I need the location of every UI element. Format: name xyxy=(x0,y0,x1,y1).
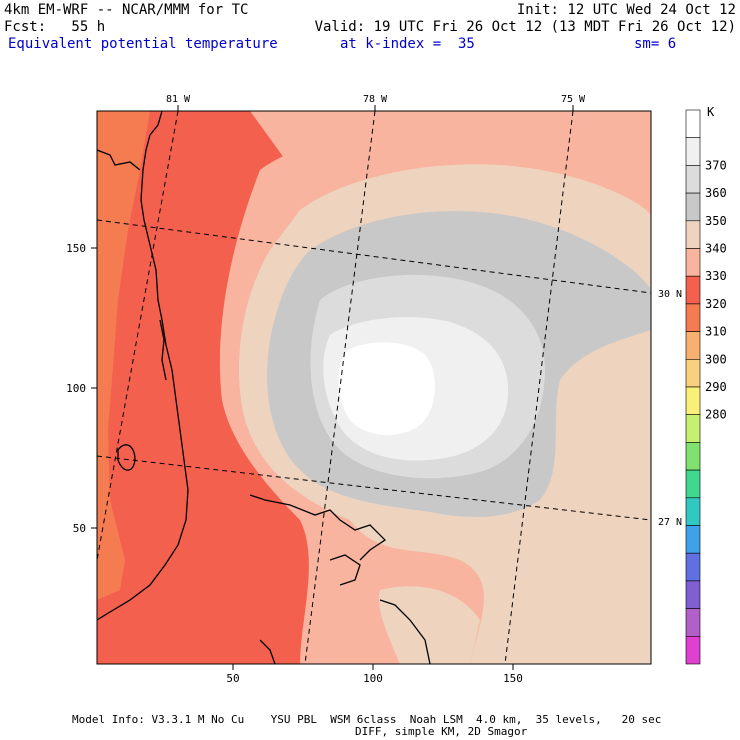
colorbar-swatch xyxy=(685,109,701,139)
colorbar-swatch xyxy=(685,331,701,360)
colorbar-swatch xyxy=(685,165,701,194)
colorbar-label: 360 xyxy=(705,186,727,200)
colorbar: 370 360 350 340 330 320 310 300 290 280 xyxy=(685,109,727,665)
colorbar-swatch xyxy=(685,358,701,388)
lon-label: 81 W xyxy=(166,94,191,105)
parallel-27n xyxy=(97,455,651,521)
colorbar-label: 330 xyxy=(705,269,727,283)
theta-e-field xyxy=(97,111,651,664)
eleuthera xyxy=(379,599,431,664)
model-info: Model Info: V3.3.1 M No Cu YSU PBL WSM 6… xyxy=(72,713,662,726)
berry-islands xyxy=(329,554,361,586)
colorbar-swatch xyxy=(685,248,701,277)
colorbar-swatch xyxy=(685,525,701,554)
smoothing-label: sm= 6 xyxy=(634,36,677,52)
colorbar-label: 300 xyxy=(705,352,727,366)
colorbar-unit: K xyxy=(707,105,715,119)
y-tick-label: 100 xyxy=(66,382,86,395)
colorbar-swatch xyxy=(685,137,701,166)
andros-north xyxy=(259,639,276,664)
model-title: 4km EM-WRF -- NCAR/MMM for TC xyxy=(4,2,249,18)
colorbar-swatch xyxy=(685,442,701,471)
graticule xyxy=(97,111,651,664)
valid-time: Valid: 19 UTC Fri 26 Oct 12 (13 MDT Fri … xyxy=(314,19,736,35)
field-370-core xyxy=(338,342,436,436)
x-tick-label: 150 xyxy=(503,672,523,685)
x-tick-label: 50 xyxy=(226,672,239,685)
colorbar-label: 340 xyxy=(705,242,727,256)
model-info-line2: DIFF, simple KM, 2D Smagor xyxy=(355,725,528,738)
colorbar-swatch xyxy=(685,469,701,499)
lat-label: 27 N xyxy=(658,517,682,528)
colorbar-label: 370 xyxy=(705,158,727,172)
parallel-30n xyxy=(97,219,651,294)
north-coast-inlet xyxy=(97,149,141,171)
y-tick-label: 150 xyxy=(66,242,86,255)
lon-label: 75 W xyxy=(561,94,586,105)
colorbar-swatch xyxy=(685,220,701,249)
level-label: at k-index = 35 xyxy=(340,36,475,52)
colorbar-swatch xyxy=(685,497,701,526)
colorbar-swatch xyxy=(685,552,701,582)
colorbar-label: 350 xyxy=(705,214,727,228)
colorbar-label: 280 xyxy=(705,408,727,422)
meridian-81w xyxy=(97,111,179,561)
colorbar-swatch xyxy=(685,386,701,416)
colorbar-label: 310 xyxy=(705,325,727,339)
florida-east-coast xyxy=(97,111,189,621)
init-time: Init: 12 UTC Wed 24 Oct 12 xyxy=(516,2,736,18)
x-tick-label: 100 xyxy=(363,672,383,685)
y-tick-label: 50 xyxy=(73,522,86,535)
field-330-patch xyxy=(97,330,105,390)
colorbar-label: 320 xyxy=(705,297,727,311)
lon-label: 78 W xyxy=(363,94,388,105)
field-330-west xyxy=(97,111,150,600)
lat-label: 30 N xyxy=(658,289,682,300)
field-350-south xyxy=(379,586,480,664)
colorbar-swatch xyxy=(685,635,701,665)
axis-ticks xyxy=(91,105,574,670)
meridian-78w xyxy=(304,111,376,664)
colorbar-swatch xyxy=(685,275,701,305)
colorbar-swatch xyxy=(685,580,701,609)
colorbar-swatch xyxy=(685,608,701,637)
coastline xyxy=(97,111,431,664)
field-name: Equivalent potential temperature xyxy=(8,36,278,52)
colorbar-swatch xyxy=(685,303,701,332)
colorbar-label: 290 xyxy=(705,380,727,394)
colorbar-swatch xyxy=(685,192,701,222)
grand-bahama-abaco xyxy=(249,494,387,561)
meridian-75w xyxy=(504,111,574,664)
colorbar-swatch xyxy=(685,414,701,443)
cape-canaveral xyxy=(159,319,167,381)
forecast-hour: Fcst: 55 h xyxy=(4,19,106,35)
